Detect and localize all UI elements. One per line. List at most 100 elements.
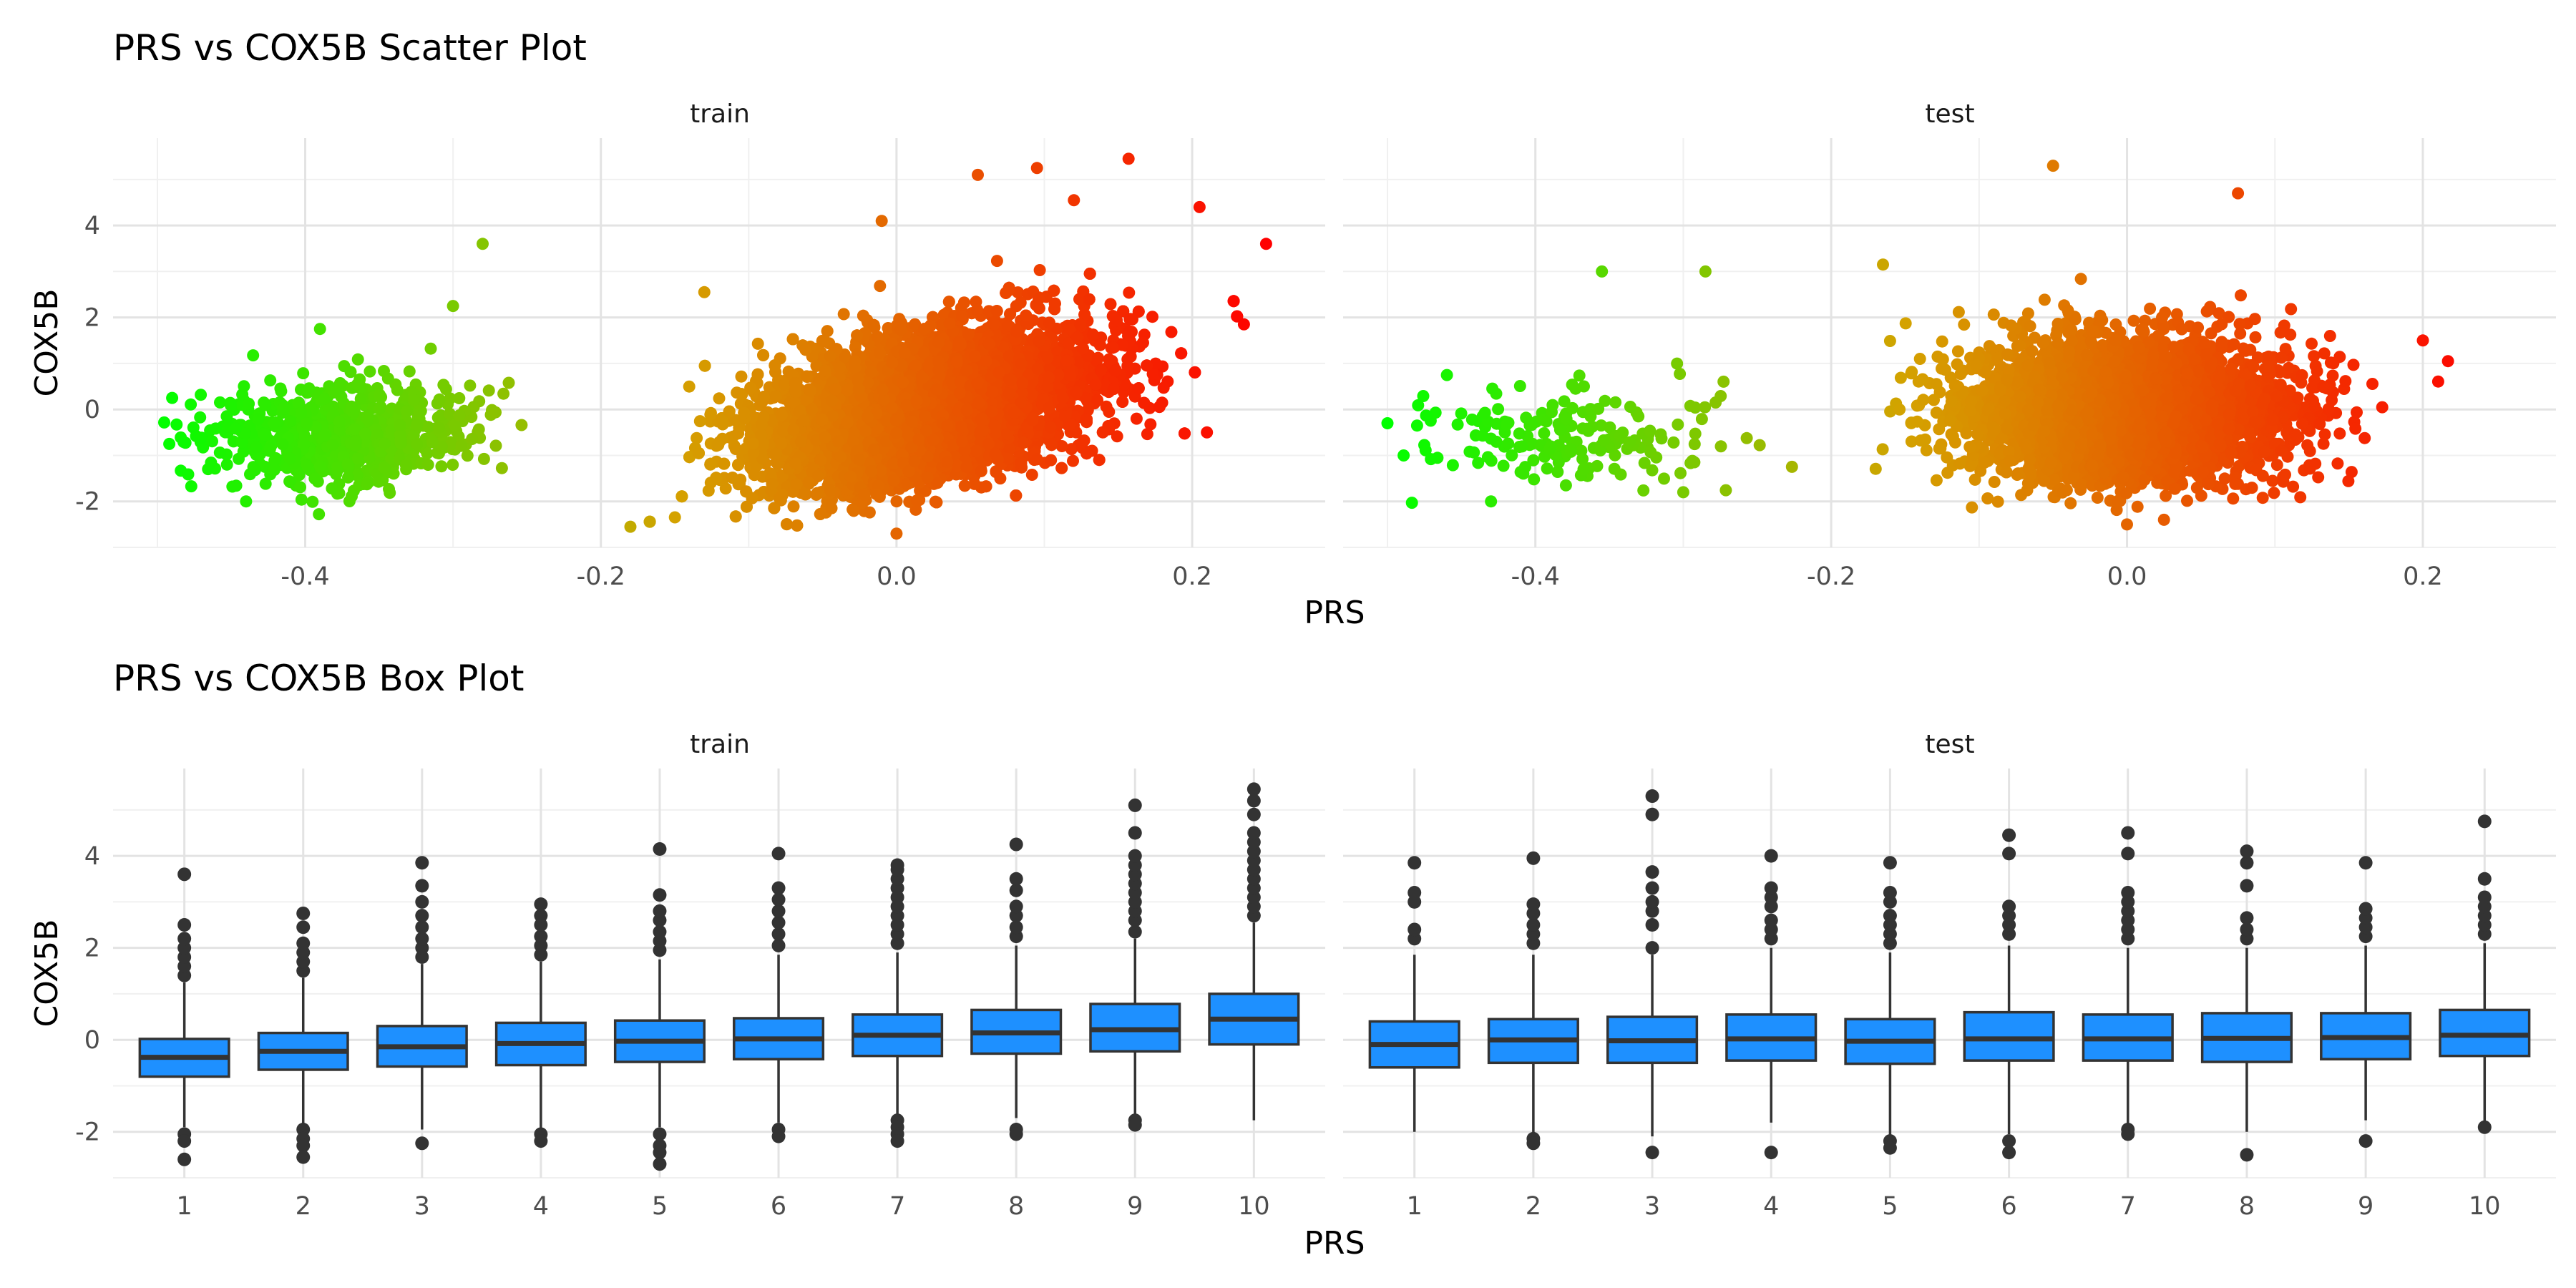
scatter-point [348, 423, 361, 436]
scatter-point [185, 480, 197, 493]
scatter-point [326, 482, 338, 495]
scatter-point [1130, 412, 1143, 425]
scatter-point [411, 438, 424, 451]
scatter-point [225, 399, 237, 411]
scatter-point [277, 402, 290, 415]
scatter-point [1123, 286, 1136, 299]
scatter-point [195, 389, 208, 401]
scatter-point [177, 436, 190, 449]
scatter-point [229, 422, 242, 435]
scatter-point [421, 459, 434, 471]
scatter-point [252, 413, 265, 426]
scatter-point [385, 452, 397, 465]
scatter-point [250, 441, 263, 454]
scatter-point [890, 495, 903, 508]
scatter-point [238, 380, 250, 393]
scatter-point [284, 415, 297, 428]
scatter-point [364, 365, 376, 378]
scatter-point [477, 452, 490, 465]
scatter-point [276, 438, 289, 451]
scatter-point [411, 419, 424, 431]
scatter-point [294, 481, 306, 494]
scatter-point [318, 429, 331, 442]
scatter-point [318, 392, 331, 405]
scatter-point [443, 407, 456, 420]
scatter-point [268, 417, 280, 430]
scatter-point [349, 439, 362, 452]
scatter-point [874, 280, 887, 293]
scatter-point [467, 401, 480, 414]
scatter-point [378, 462, 391, 474]
scatter-point [259, 429, 272, 441]
scatter-point [170, 418, 183, 431]
scatter-point [668, 511, 681, 524]
scatter-point [800, 370, 813, 383]
scatter-point [424, 342, 437, 355]
scatter-point [298, 437, 311, 450]
scatter-point [313, 508, 326, 521]
scatter-point [400, 459, 413, 472]
scatter-point [391, 384, 404, 396]
scatter-point [515, 419, 528, 431]
scatter-point [1104, 298, 1117, 311]
scatter-point [751, 337, 764, 350]
scatter-point [247, 349, 260, 362]
scatter-point [454, 439, 467, 452]
scatter-point [394, 419, 406, 431]
scatter-point [194, 411, 207, 424]
scatter-point [482, 384, 495, 397]
scatter-point [466, 433, 479, 445]
scatter-point [502, 376, 515, 389]
scatter-point [735, 370, 748, 383]
scatter-point [306, 495, 319, 508]
scatter-point [489, 406, 502, 419]
scatter-point [378, 437, 391, 450]
scatter-point [1055, 440, 1068, 452]
scatter-point [437, 379, 450, 391]
scatter-point [185, 398, 197, 411]
scatter-point [453, 392, 466, 404]
scatter-point [300, 459, 313, 472]
scatter-point [351, 353, 364, 366]
scatter-facet-label-test: test [1925, 99, 1974, 129]
scatter-point [394, 437, 407, 449]
scatter-point [374, 402, 386, 415]
scatter-point [693, 415, 706, 428]
scatter-point [230, 479, 243, 492]
scatter-point [1025, 469, 1038, 481]
scatter-point [326, 439, 339, 451]
scatter-point [195, 431, 208, 444]
scatter-point [432, 421, 445, 434]
scatter-point [683, 380, 696, 393]
scatter-point [284, 476, 297, 489]
scatter-point [342, 471, 354, 484]
scatter-point [243, 397, 255, 410]
scatter-facet-label-train: train [690, 99, 750, 129]
scatter-point [358, 427, 371, 440]
scatter-point [205, 457, 218, 469]
scatter-point [787, 500, 800, 513]
scatter-point [464, 379, 477, 392]
scatter-point [713, 392, 726, 405]
scatter-point [303, 382, 316, 395]
scatter-point [295, 493, 308, 506]
scatter-point [361, 409, 374, 422]
scatter-point [489, 439, 502, 452]
scatter-point [209, 422, 222, 435]
scatter-point [259, 399, 272, 411]
scatter-point [214, 396, 226, 409]
scatter-point [361, 478, 374, 491]
scatter-point [295, 406, 307, 419]
scatter-point [408, 394, 420, 406]
scatter-point [182, 468, 195, 481]
scatter-point [274, 382, 287, 395]
scatter-point [341, 458, 354, 471]
scatter-point [497, 387, 510, 400]
scatter-point [1045, 454, 1058, 467]
scatter-point [1126, 326, 1138, 338]
scatter-point [331, 461, 344, 474]
scatter-point [354, 392, 367, 405]
scatter-point [1111, 430, 1123, 443]
scatter-point [421, 447, 434, 460]
